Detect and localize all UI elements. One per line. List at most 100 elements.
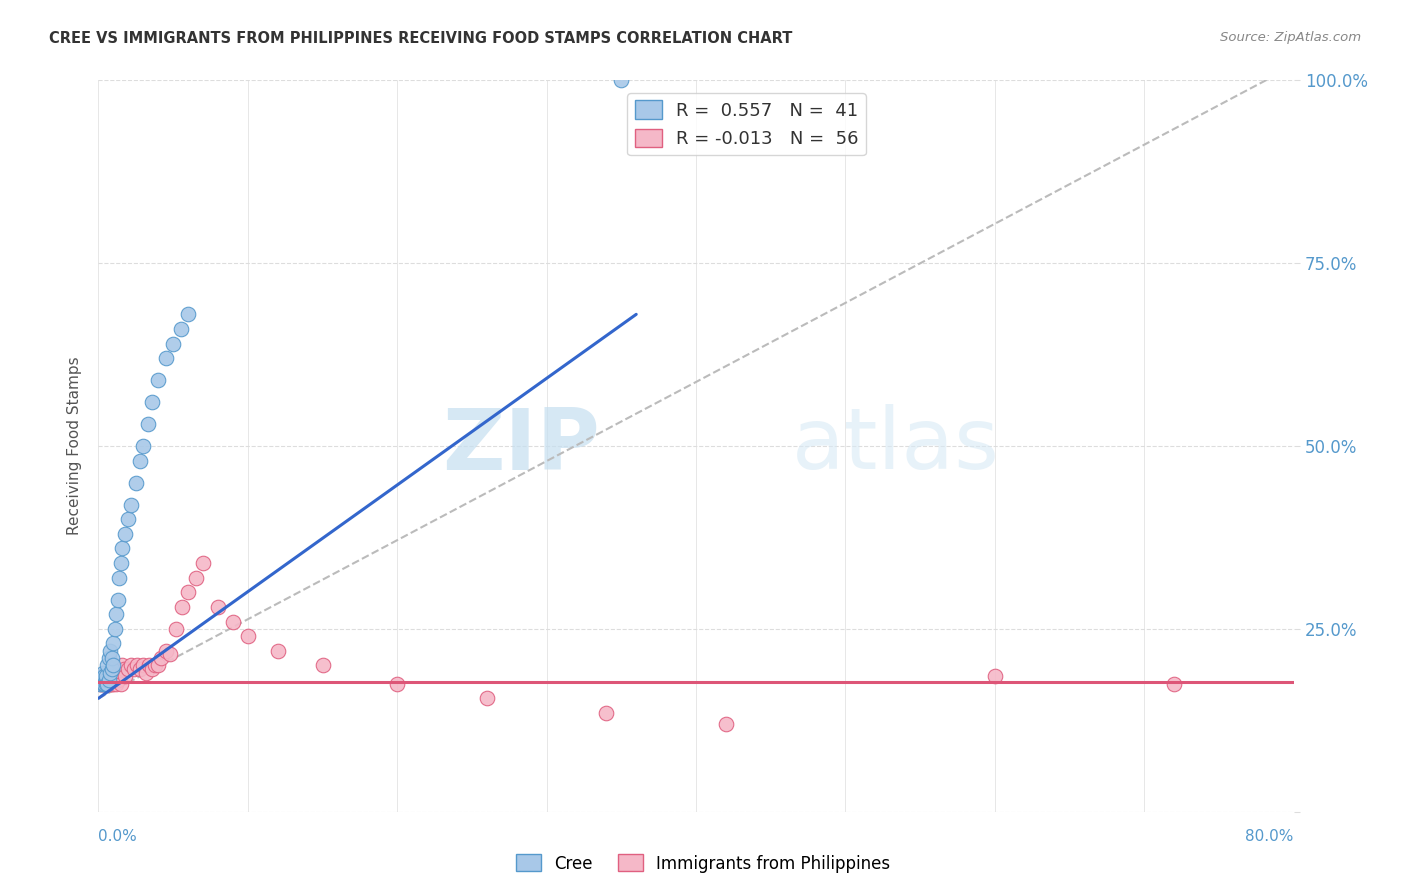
Point bbox=[222, 615, 245, 629]
Point bbox=[155, 351, 177, 366]
Point bbox=[97, 673, 120, 687]
Point bbox=[94, 673, 117, 687]
Point bbox=[138, 658, 160, 673]
Point bbox=[132, 439, 155, 453]
Point bbox=[108, 669, 131, 683]
Point bbox=[94, 673, 117, 687]
Point bbox=[103, 676, 125, 690]
Text: ZIP: ZIP bbox=[443, 404, 600, 488]
Point bbox=[172, 599, 194, 614]
Point bbox=[117, 662, 139, 676]
Point bbox=[162, 336, 184, 351]
Point bbox=[207, 599, 229, 614]
Point bbox=[141, 662, 163, 676]
Point bbox=[97, 651, 120, 665]
Point bbox=[91, 673, 114, 687]
Point bbox=[101, 662, 124, 676]
Point bbox=[143, 658, 166, 673]
Point bbox=[98, 673, 122, 687]
Point bbox=[114, 526, 136, 541]
Point bbox=[385, 676, 409, 690]
Point bbox=[155, 644, 177, 658]
Point bbox=[96, 676, 118, 690]
Point bbox=[94, 676, 117, 690]
Point bbox=[105, 607, 128, 622]
Point bbox=[97, 673, 120, 687]
Point bbox=[89, 676, 111, 690]
Point bbox=[177, 585, 200, 599]
Point bbox=[90, 673, 112, 687]
Point bbox=[107, 673, 129, 687]
Point bbox=[107, 592, 129, 607]
Point bbox=[191, 556, 214, 570]
Point bbox=[129, 453, 152, 467]
Point bbox=[103, 673, 125, 687]
Point bbox=[96, 676, 118, 690]
Point bbox=[91, 665, 114, 680]
Point bbox=[89, 676, 111, 690]
Point bbox=[104, 673, 127, 687]
Point bbox=[111, 541, 134, 556]
Point bbox=[150, 651, 173, 665]
Point bbox=[132, 658, 155, 673]
Point bbox=[165, 622, 187, 636]
Point bbox=[475, 691, 498, 706]
Point bbox=[94, 676, 117, 690]
Point bbox=[984, 669, 1007, 683]
Point bbox=[169, 322, 191, 336]
Point bbox=[104, 622, 127, 636]
Point bbox=[101, 676, 124, 690]
Point bbox=[148, 658, 170, 673]
Point bbox=[714, 717, 737, 731]
Point bbox=[1163, 676, 1185, 690]
Point bbox=[93, 669, 115, 683]
Point bbox=[184, 571, 207, 585]
Point bbox=[136, 417, 159, 431]
Point bbox=[114, 669, 136, 683]
Point bbox=[129, 662, 152, 676]
Point bbox=[108, 571, 131, 585]
Point bbox=[105, 676, 128, 690]
Point bbox=[101, 651, 124, 665]
Text: atlas: atlas bbox=[792, 404, 1000, 488]
Text: 0.0%: 0.0% bbox=[98, 829, 138, 844]
Point bbox=[117, 512, 139, 526]
Point bbox=[91, 676, 114, 690]
Point bbox=[91, 673, 114, 687]
Text: Source: ZipAtlas.com: Source: ZipAtlas.com bbox=[1220, 31, 1361, 45]
Point bbox=[98, 644, 122, 658]
Point bbox=[110, 676, 132, 690]
Legend: Cree, Immigrants from Philippines: Cree, Immigrants from Philippines bbox=[509, 847, 897, 880]
Point bbox=[120, 658, 142, 673]
Point bbox=[90, 676, 112, 690]
Point bbox=[97, 676, 120, 690]
Point bbox=[110, 556, 132, 570]
Point bbox=[125, 475, 148, 490]
Point bbox=[98, 676, 122, 690]
Point bbox=[610, 73, 633, 87]
Point bbox=[159, 648, 181, 662]
Point bbox=[93, 676, 115, 690]
Point bbox=[103, 636, 125, 650]
Point bbox=[177, 307, 200, 321]
Point bbox=[90, 673, 112, 687]
Point bbox=[91, 676, 114, 690]
Point bbox=[267, 644, 290, 658]
Point bbox=[90, 669, 112, 683]
Point bbox=[96, 673, 118, 687]
Text: CREE VS IMMIGRANTS FROM PHILIPPINES RECEIVING FOOD STAMPS CORRELATION CHART: CREE VS IMMIGRANTS FROM PHILIPPINES RECE… bbox=[49, 31, 793, 46]
Legend: R =  0.557   N =  41, R = -0.013   N =  56: R = 0.557 N = 41, R = -0.013 N = 56 bbox=[627, 93, 866, 155]
Point bbox=[124, 662, 146, 676]
Text: 80.0%: 80.0% bbox=[1246, 829, 1294, 844]
Y-axis label: Receiving Food Stamps: Receiving Food Stamps bbox=[67, 357, 83, 535]
Point bbox=[96, 658, 118, 673]
Point bbox=[98, 665, 122, 680]
Point bbox=[120, 498, 142, 512]
Point bbox=[112, 662, 135, 676]
Point bbox=[311, 658, 333, 673]
Point bbox=[595, 706, 617, 720]
Point bbox=[135, 665, 157, 680]
Point bbox=[93, 676, 115, 690]
Point bbox=[141, 395, 163, 409]
Point bbox=[94, 669, 117, 683]
